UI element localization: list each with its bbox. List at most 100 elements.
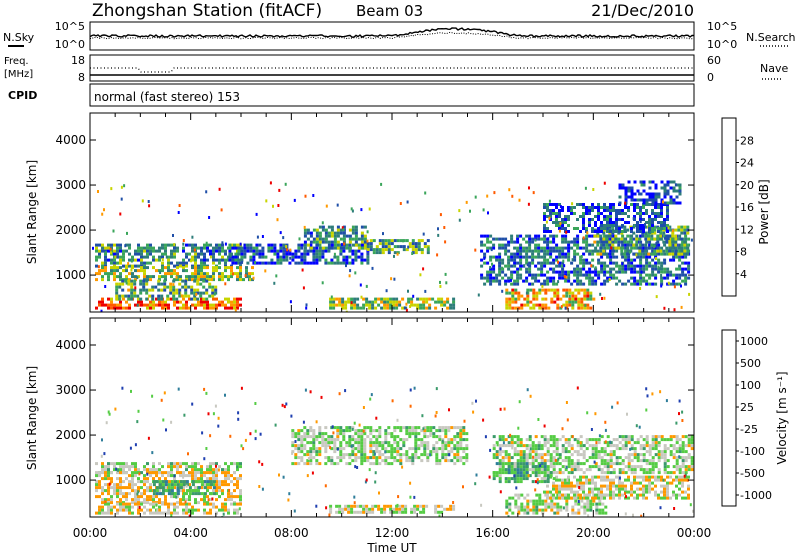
heatmap-cell: [519, 255, 523, 259]
heatmap-cell: [609, 252, 613, 256]
heatmap-cell: [532, 505, 536, 509]
heatmap-cell: [567, 240, 571, 244]
heatmap-cell: [645, 261, 649, 265]
heatmap-cell: [182, 489, 185, 493]
heatmap-cell: [606, 215, 609, 218]
freq-left-label-1: Freq.: [4, 56, 29, 67]
heatmap-cell: [227, 511, 230, 515]
heatmap-cell: [239, 278, 242, 282]
heatmap-cell: [445, 281, 448, 285]
heatmap-cell: [668, 243, 672, 247]
heatmap-cell: [585, 273, 589, 277]
heatmap-cell: [601, 511, 605, 515]
heatmap-cell: [672, 198, 676, 202]
heatmap-cell: [544, 499, 548, 503]
heatmap-cell: [396, 426, 400, 430]
heatmap-cell: [570, 471, 574, 475]
heatmap-cell: [175, 275, 178, 279]
heatmap-cell: [526, 303, 530, 307]
heatmap-cell: [537, 261, 541, 265]
heatmap-cell: [672, 471, 676, 475]
heatmap-cell: [603, 267, 607, 271]
heatmap-cell: [603, 181, 606, 185]
heatmap-cell: [586, 297, 590, 301]
heatmap-cell: [233, 508, 236, 512]
heatmap-cell: [681, 261, 685, 265]
heatmap-cell: [420, 429, 424, 433]
heatmap-cell: [639, 215, 642, 218]
heatmap-cell: [327, 231, 331, 235]
heatmap-cell: [507, 459, 511, 463]
heatmap-cell: [149, 306, 152, 310]
heatmap-cell: [393, 456, 397, 460]
heatmap-cell: [648, 240, 652, 244]
heatmap-cell: [603, 273, 607, 277]
heatmap-cell: [224, 505, 227, 509]
heatmap-cell: [663, 234, 667, 238]
heatmap-cell: [98, 255, 101, 259]
heatmap-cell: [641, 234, 645, 238]
heatmap-cell: [380, 182, 383, 186]
heatmap-cell: [264, 255, 268, 259]
heatmap-cell: [218, 480, 221, 484]
heatmap-cell: [203, 480, 207, 484]
heatmap-cell: [131, 462, 134, 466]
heatmap-cell: [152, 483, 156, 487]
heatmap-cell: [532, 294, 536, 298]
heatmap-cell: [592, 297, 596, 301]
heatmap-cell: [95, 243, 98, 247]
heatmap-cell: [339, 456, 343, 460]
heatmap-cell: [372, 456, 376, 460]
heatmap-cell: [579, 444, 583, 448]
heatmap-cell: [582, 444, 586, 448]
heatmap-cell: [579, 484, 582, 488]
heatmap-cell: [221, 508, 224, 512]
heatmap-cell: [393, 450, 397, 454]
heatmap-cell: [555, 471, 559, 475]
heatmap-cell: [543, 230, 546, 233]
heatmap-cell: [339, 228, 343, 232]
heatmap-cell: [651, 230, 654, 233]
heatmap-cell: [98, 508, 101, 512]
heatmap-cell: [617, 237, 621, 241]
heatmap-cell: [582, 456, 586, 460]
heatmap-cell: [555, 255, 559, 259]
heatmap-cell: [678, 249, 682, 253]
heatmap-cell: [543, 227, 546, 230]
heatmap-cell: [239, 492, 242, 496]
heatmap-cell: [359, 283, 362, 287]
heatmap-cell: [458, 209, 461, 213]
heatmap-cell: [440, 297, 444, 301]
heatmap-cell: [546, 279, 550, 283]
heatmap-cell: [416, 504, 420, 508]
heatmap-cell: [680, 237, 684, 241]
heatmap-cell: [137, 300, 140, 304]
heatmap-cell: [642, 224, 645, 227]
heatmap-cell: [231, 255, 235, 259]
heatmap-cell: [173, 300, 176, 304]
heatmap-cell: [576, 490, 579, 494]
heatmap-cell: [516, 252, 520, 256]
heatmap-cell: [336, 258, 340, 262]
heatmap-cell: [371, 510, 375, 514]
heatmap-cell: [535, 508, 539, 512]
heatmap-cell: [360, 231, 364, 235]
heatmap-cell: [561, 255, 565, 259]
heatmap-cell: [662, 240, 666, 244]
heatmap-cell: [621, 435, 625, 439]
heatmap-cell: [385, 289, 388, 293]
heatmap-cell: [408, 432, 412, 436]
heatmap-cell: [603, 282, 607, 286]
heatmap-cell: [585, 493, 588, 497]
heatmap-cell: [122, 502, 125, 506]
heatmap-cell: [233, 471, 236, 475]
heatmap-cell: [173, 303, 176, 307]
heatmap-cell: [101, 278, 104, 282]
heatmap-cell: [558, 493, 561, 497]
heatmap-cell: [516, 438, 520, 442]
heatmap-cell: [549, 209, 552, 212]
heatmap-cell: [342, 225, 346, 229]
heatmap-cell: [633, 481, 636, 485]
heatmap-cell: [605, 234, 609, 238]
heatmap-cell: [128, 246, 131, 250]
